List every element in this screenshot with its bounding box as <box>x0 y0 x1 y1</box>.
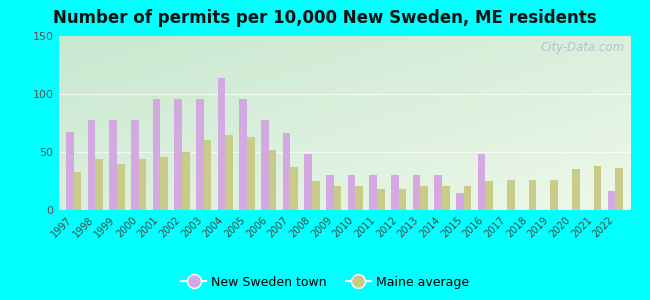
Bar <box>507 180 515 210</box>
Bar <box>109 119 117 210</box>
Legend: New Sweden town, Maine average: New Sweden town, Maine average <box>176 271 474 294</box>
Bar <box>348 175 356 210</box>
Bar <box>421 186 428 210</box>
Bar <box>528 180 536 210</box>
Bar <box>196 99 203 210</box>
Bar <box>326 175 333 210</box>
Bar <box>572 169 580 210</box>
Bar <box>239 99 247 210</box>
Bar <box>247 137 255 210</box>
Bar <box>398 189 406 210</box>
Bar <box>333 186 341 210</box>
Bar <box>463 186 471 210</box>
Bar <box>182 152 190 210</box>
Bar <box>261 119 268 210</box>
Bar <box>434 175 442 210</box>
Bar <box>218 78 226 210</box>
Bar <box>138 159 146 210</box>
Bar <box>456 193 463 210</box>
Bar <box>226 135 233 210</box>
Bar <box>66 132 73 210</box>
Bar <box>391 175 398 210</box>
Bar <box>174 99 182 210</box>
Bar <box>551 180 558 210</box>
Bar <box>117 164 125 210</box>
Bar <box>73 172 81 210</box>
Bar <box>88 119 96 210</box>
Bar <box>312 181 320 210</box>
Bar <box>268 150 276 210</box>
Bar <box>96 159 103 210</box>
Bar <box>593 166 601 210</box>
Bar <box>377 189 385 210</box>
Bar <box>131 119 138 210</box>
Bar <box>283 134 291 210</box>
Bar <box>161 157 168 210</box>
Text: City-Data.com: City-Data.com <box>541 41 625 54</box>
Bar <box>304 154 312 210</box>
Text: Number of permits per 10,000 New Sweden, ME residents: Number of permits per 10,000 New Sweden,… <box>53 9 597 27</box>
Bar <box>153 99 161 210</box>
Bar <box>413 175 421 210</box>
Bar <box>442 186 450 210</box>
Bar <box>203 140 211 210</box>
Bar <box>356 186 363 210</box>
Bar <box>608 191 616 210</box>
Bar <box>616 168 623 210</box>
Bar <box>486 181 493 210</box>
Bar <box>478 154 486 210</box>
Bar <box>369 175 377 210</box>
Bar <box>291 167 298 210</box>
